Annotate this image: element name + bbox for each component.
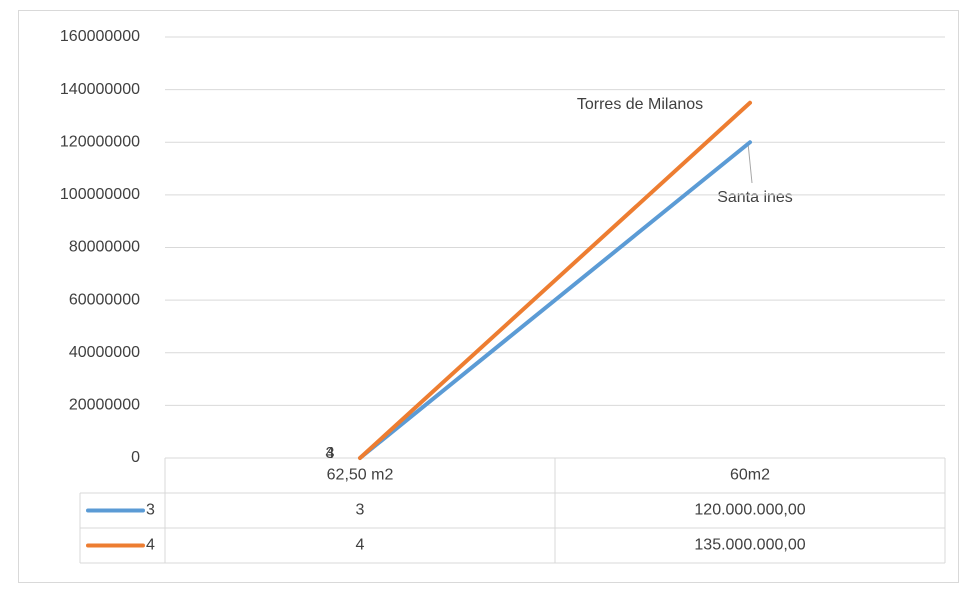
table-value: 3: [356, 502, 365, 519]
y-tick-label: 60000000: [69, 291, 140, 308]
y-tick-label: 120000000: [60, 133, 140, 150]
series-line: [358, 100, 752, 460]
y-tick-label: 100000000: [60, 186, 140, 203]
data-label: 3: [326, 445, 335, 462]
chart-border: [18, 10, 959, 583]
y-tick-label: 20000000: [69, 397, 140, 414]
annotation: Santa ines: [717, 189, 793, 206]
annotation: Torres de Milanos: [577, 96, 703, 113]
y-tick-label: 0: [131, 449, 140, 466]
y-tick-label: 140000000: [60, 81, 140, 98]
legend-label: 3: [146, 502, 155, 519]
x-tick-label: 60m2: [730, 467, 770, 484]
legend-label: 4: [146, 537, 155, 554]
x-tick-label: 62,50 m2: [327, 467, 394, 484]
series-line: [358, 140, 752, 460]
annotation-leader: [747, 142, 753, 184]
table-value: 4: [356, 537, 365, 554]
table-value: 120.000.000,00: [694, 502, 805, 519]
table-value: 135.000.000,00: [694, 537, 805, 554]
data-label: 4: [326, 445, 335, 462]
y-tick-label: 80000000: [69, 239, 140, 256]
y-tick-label: 40000000: [69, 344, 140, 361]
y-tick-label: 160000000: [60, 28, 140, 45]
